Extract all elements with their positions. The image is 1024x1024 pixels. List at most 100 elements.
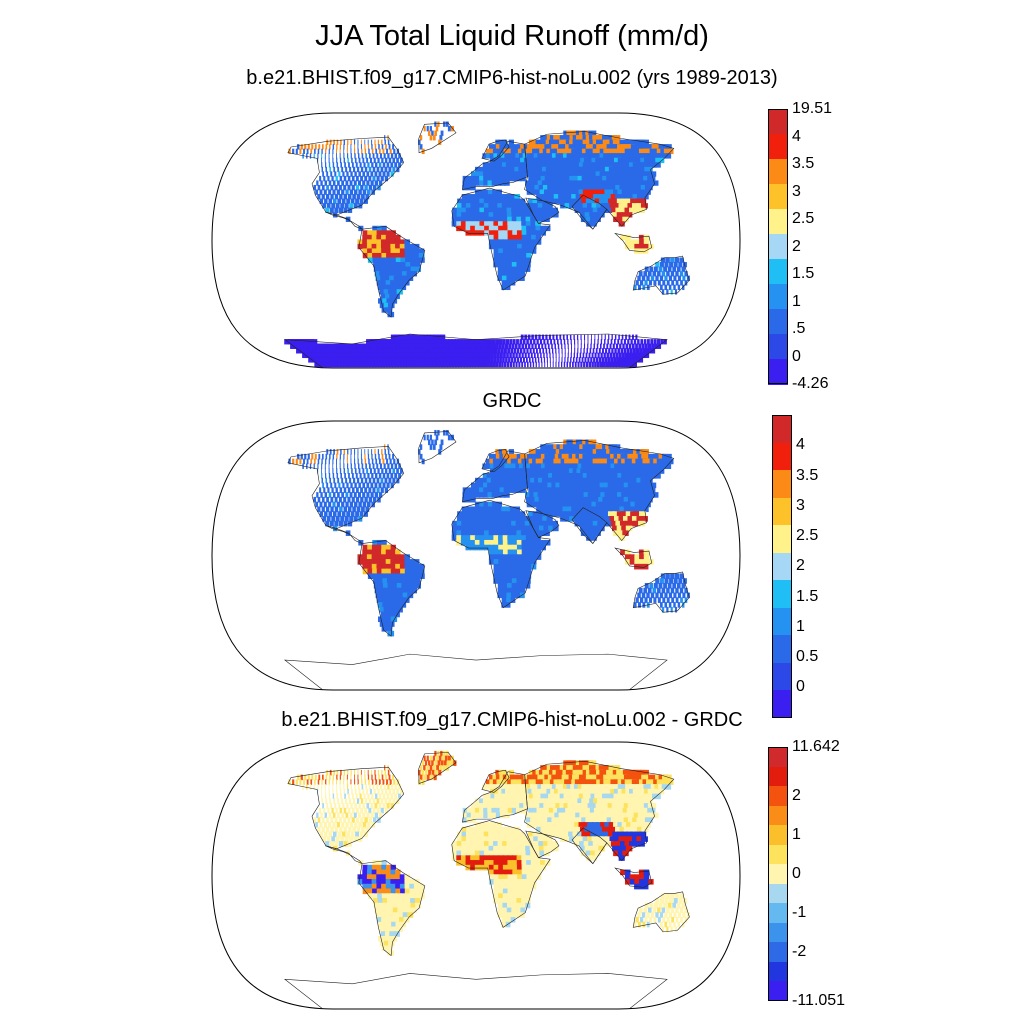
- map-cell: [479, 230, 486, 236]
- map-cell: [390, 597, 397, 603]
- map-cell: [542, 779, 550, 785]
- map-cell: [609, 836, 617, 842]
- map-cell: [371, 874, 378, 880]
- map-cell: [537, 180, 544, 186]
- map-cell: [629, 841, 636, 847]
- map-cell: [388, 468, 392, 474]
- map-cell: [531, 157, 538, 164]
- map-cell: [470, 845, 476, 852]
- map-cell: [567, 171, 575, 177]
- map-cell: [528, 343, 531, 349]
- map-cell: [506, 361, 510, 368]
- map-cell: [643, 175, 652, 182]
- map-cell: [395, 563, 401, 570]
- map-cell: [638, 501, 647, 508]
- map-cell: [355, 162, 358, 168]
- map-cell: [343, 184, 347, 191]
- map-cell: [532, 348, 535, 354]
- map-cell: [551, 453, 558, 460]
- map-cell: [552, 769, 559, 776]
- map-cell: [373, 468, 376, 474]
- map-cell: [385, 234, 392, 241]
- map-cell: [490, 793, 496, 800]
- map-cell: [364, 458, 367, 465]
- map-cell: [515, 487, 522, 493]
- map-cell: [392, 788, 396, 795]
- map-cell: [686, 592, 690, 599]
- map-cell: [570, 357, 572, 363]
- map-cell: [526, 501, 533, 508]
- map-cell: [492, 831, 499, 838]
- map-cell: [299, 148, 302, 155]
- map-cell: [540, 162, 547, 168]
- map-cell: [561, 807, 568, 814]
- map-cell: [399, 554, 406, 560]
- map-cell: [368, 184, 373, 191]
- map-cell: [535, 139, 542, 145]
- map-cell: [474, 535, 481, 541]
- map-cell: [532, 473, 539, 479]
- map-cell: [372, 463, 375, 470]
- map-cell: [553, 779, 561, 785]
- map-cell: [367, 774, 370, 781]
- map-cell: [357, 492, 361, 498]
- map-cell: [622, 516, 630, 522]
- map-cell: [601, 348, 604, 354]
- map-cell: [639, 239, 645, 245]
- map-cell: [509, 361, 513, 368]
- map-cell: [461, 850, 467, 857]
- map-cell: [535, 549, 542, 556]
- map-cell: [422, 334, 429, 340]
- map-cell: [529, 153, 536, 159]
- map-cell: [481, 361, 485, 368]
- map-cell: [663, 582, 667, 589]
- map-cell: [576, 817, 584, 823]
- map-cell: [479, 530, 485, 536]
- map-cell: [502, 573, 509, 580]
- map-cell: [638, 234, 645, 241]
- map-cell: [390, 234, 396, 241]
- map-cell: [573, 334, 575, 340]
- map-cell: [538, 207, 545, 213]
- map-cell: [436, 348, 443, 354]
- map-cell: [402, 343, 409, 349]
- map-cell: [386, 779, 389, 785]
- map-cell: [522, 357, 525, 363]
- map-cell: [590, 793, 598, 800]
- map-cell: [317, 458, 320, 465]
- map-cell: [362, 468, 365, 474]
- map-cell: [507, 482, 513, 489]
- map-cell: [544, 361, 546, 368]
- map-cell: [600, 180, 608, 186]
- map-cell: [328, 822, 332, 828]
- map-cell: [558, 506, 565, 513]
- map-cell: [507, 257, 513, 263]
- map-cell: [603, 803, 612, 809]
- map-cell: [343, 807, 347, 814]
- map-cell: [507, 860, 514, 866]
- map-cell: [378, 148, 381, 155]
- map-cell: [533, 516, 540, 522]
- map-cell: [580, 788, 588, 795]
- map-cell: [461, 216, 467, 223]
- map-cell: [335, 203, 340, 209]
- map-cell: [443, 348, 449, 354]
- map-cell: [593, 506, 600, 513]
- map-cell: [414, 257, 421, 263]
- map-cell: [336, 144, 338, 150]
- map-cell: [607, 803, 616, 809]
- map-cell: [329, 207, 334, 213]
- map-cell: [351, 788, 353, 795]
- map-cell: [465, 539, 471, 546]
- map-cell: [350, 482, 353, 489]
- map-cell: [397, 271, 404, 277]
- map-cell: [581, 784, 589, 790]
- map-cell: [497, 511, 503, 517]
- map-cell: [410, 339, 417, 345]
- map-cell: [303, 148, 305, 155]
- map-cell: [577, 807, 585, 814]
- map-cell: [589, 487, 597, 493]
- map-cell: [541, 334, 545, 340]
- map-cell: [424, 760, 428, 766]
- map-cell: [587, 788, 596, 795]
